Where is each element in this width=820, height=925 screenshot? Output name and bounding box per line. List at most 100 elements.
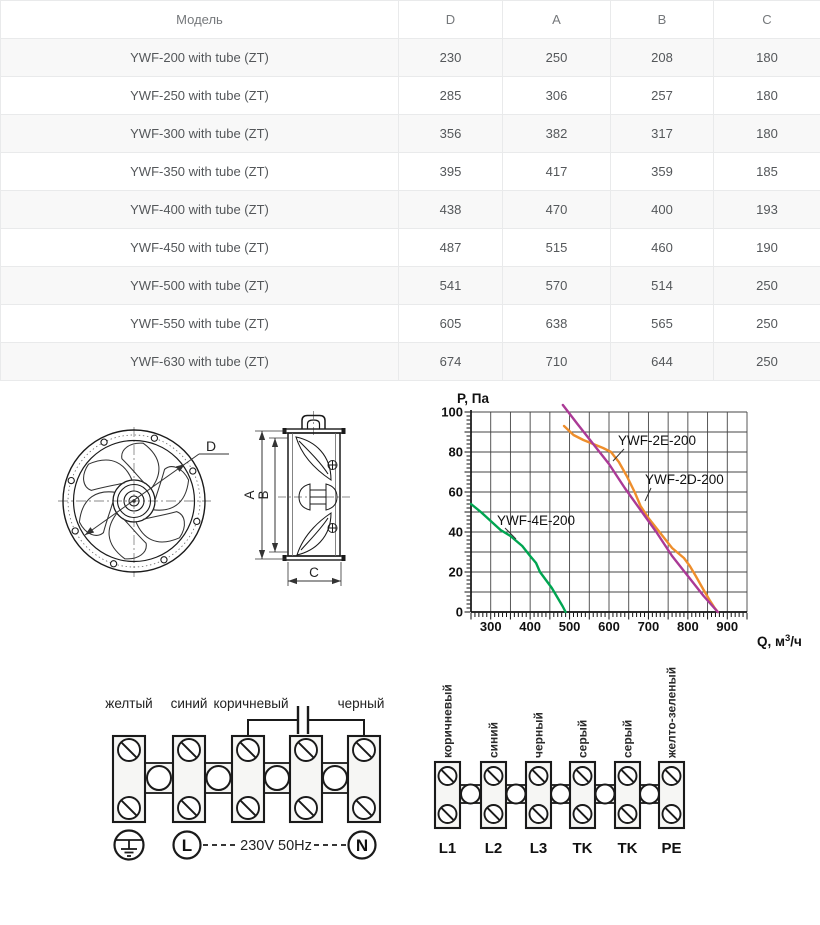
value-cell: 285	[398, 76, 503, 115]
x-tick-label: 400	[519, 619, 541, 634]
value-cell: 400	[610, 190, 714, 229]
arrowhead	[175, 464, 185, 472]
y-tick-label: 60	[449, 485, 463, 500]
fan-side-drawing: A B C	[242, 411, 352, 586]
terminal-name-label: TK	[573, 840, 593, 857]
series-label: YWF-4E-200	[497, 513, 575, 528]
header-row: Модель D A B C	[0, 0, 820, 39]
y-tick-label: 0	[456, 605, 463, 620]
x-tick-label: 500	[559, 619, 581, 634]
value-cell: 395	[398, 152, 503, 191]
model-cell: YWF-450 with tube (ZT)	[0, 228, 399, 267]
wire-color-label: коричневый	[441, 684, 455, 758]
capacitor-circuit	[247, 706, 365, 736]
value-cell: 257	[610, 76, 714, 115]
dimension-b: B	[256, 437, 288, 553]
y-tick-label: 20	[449, 565, 463, 580]
centerlines	[278, 411, 352, 498]
value-cell: 185	[713, 152, 820, 191]
model-cell: YWF-250 with tube (ZT)	[0, 76, 399, 115]
arrowhead	[85, 527, 95, 535]
column-header: A	[502, 0, 611, 39]
dimension-a: A	[242, 430, 286, 560]
value-cell: 470	[502, 190, 611, 229]
wiring-diagram-single-phase: желтый синий коричневый черный L N 230V 50H…	[105, 696, 384, 861]
value-cell: 638	[502, 304, 611, 343]
spec-table: Модель D A B C YWF-200 with tube (ZT) 230 250 2…	[0, 0, 820, 381]
table-row: YWF-300 with tube (ZT) 356 382 317 180	[0, 114, 820, 153]
dimension-c: C	[287, 562, 342, 586]
terminal-name-label: L1	[439, 840, 457, 857]
y-axis-title: P, Па	[457, 391, 489, 406]
column-header: C	[713, 0, 820, 39]
value-cell: 180	[713, 38, 820, 77]
terminal-blocks	[111, 734, 382, 824]
table-row: YWF-500 with tube (ZT) 541 570 514 250	[0, 266, 820, 305]
side-body	[282, 414, 346, 561]
wire-color-label: желтый	[105, 696, 152, 711]
series-label: YWF-2E-200	[618, 433, 696, 448]
table-row: YWF-450 with tube (ZT) 487 515 460 190	[0, 228, 820, 267]
model-cell: YWF-300 with tube (ZT)	[0, 114, 399, 153]
x-tick-label: 300	[480, 619, 502, 634]
wire-color-label: серый	[621, 720, 635, 758]
value-cell: 250	[502, 38, 611, 77]
value-cell: 230	[398, 38, 503, 77]
value-cell: 359	[610, 152, 714, 191]
value-cell: 317	[610, 114, 714, 153]
neutral-terminal: N	[347, 830, 377, 860]
table-row: YWF-630 with tube (ZT) 674 710 644 250	[0, 342, 820, 381]
performance-chart: 300 400 500 600 700 800 900 0 20 40 60 80 100 YWF-2E…	[441, 391, 802, 649]
spec-table-body: YWF-200 with tube (ZT) 230 250 208 180 YWF-25…	[0, 38, 820, 381]
column-header: B	[610, 0, 714, 39]
wire-color-labels: желтый синий коричневый черный	[105, 696, 384, 711]
power-rating-label: 230V 50Hz	[240, 838, 312, 854]
x-tick-label: 900	[716, 619, 738, 634]
dimension-d: D	[84, 438, 229, 536]
y-tick-label: 100	[441, 405, 463, 420]
spec-table-head: Модель D A B C	[0, 0, 820, 39]
wire-color-label: коричневый	[213, 696, 288, 711]
phase-terminal: L	[172, 830, 202, 860]
dim-b-label: B	[256, 490, 271, 499]
value-cell: 644	[610, 342, 714, 381]
terminal-name-label: TK	[618, 840, 638, 857]
wire-color-labels: коричневый синий черный серый серый желто-зел…	[441, 667, 679, 759]
terminal-blocks	[433, 760, 686, 830]
terminal-name-label: L2	[485, 840, 503, 857]
value-cell: 514	[610, 266, 714, 305]
table-row: YWF-250 with tube (ZT) 285 306 257 180	[0, 76, 820, 115]
column-header: D	[398, 0, 503, 39]
dim-c-label: C	[309, 565, 319, 580]
table-row: YWF-400 with tube (ZT) 438 470 400 193	[0, 190, 820, 229]
terminal-name-label: PE	[661, 840, 681, 857]
model-cell: YWF-550 with tube (ZT)	[0, 304, 399, 343]
series-line	[469, 502, 567, 614]
value-cell: 180	[713, 114, 820, 153]
model-cell: YWF-350 with tube (ZT)	[0, 152, 399, 191]
value-cell: 190	[713, 228, 820, 267]
wiring-diagram-terminals: коричневый синий черный серый серый желто-зел…	[433, 667, 686, 857]
model-cell: YWF-400 with tube (ZT)	[0, 190, 399, 229]
wire-color-label: желто-зеленый	[665, 667, 679, 759]
value-cell: 710	[502, 342, 611, 381]
chart-grid	[470, 410, 748, 613]
column-header: Модель	[0, 0, 399, 39]
series-label: YWF-2D-200	[645, 472, 724, 487]
table-row: YWF-550 with tube (ZT) 605 638 565 250	[0, 304, 820, 343]
chart-ticks: 300 400 500 600 700 800 900 0 20 40 60 80 100	[441, 405, 748, 634]
chart-series-labels: YWF-2E-200 YWF-2D-200 YWF-4E-200	[497, 433, 724, 540]
value-cell: 382	[502, 114, 611, 153]
impeller-blades	[295, 436, 332, 556]
value-cell: 250	[713, 266, 820, 305]
bolt-holes	[67, 434, 201, 568]
value-cell: 306	[502, 76, 611, 115]
value-cell: 193	[713, 190, 820, 229]
terminal-name-labels: L1 L2 L3 TK TK PE	[439, 840, 682, 857]
value-cell: 438	[398, 190, 503, 229]
model-cell: YWF-500 with tube (ZT)	[0, 266, 399, 305]
table-row: YWF-200 with tube (ZT) 230 250 208 180	[0, 38, 820, 77]
dim-d-label: D	[206, 438, 216, 454]
phase-letter: L	[182, 836, 192, 855]
